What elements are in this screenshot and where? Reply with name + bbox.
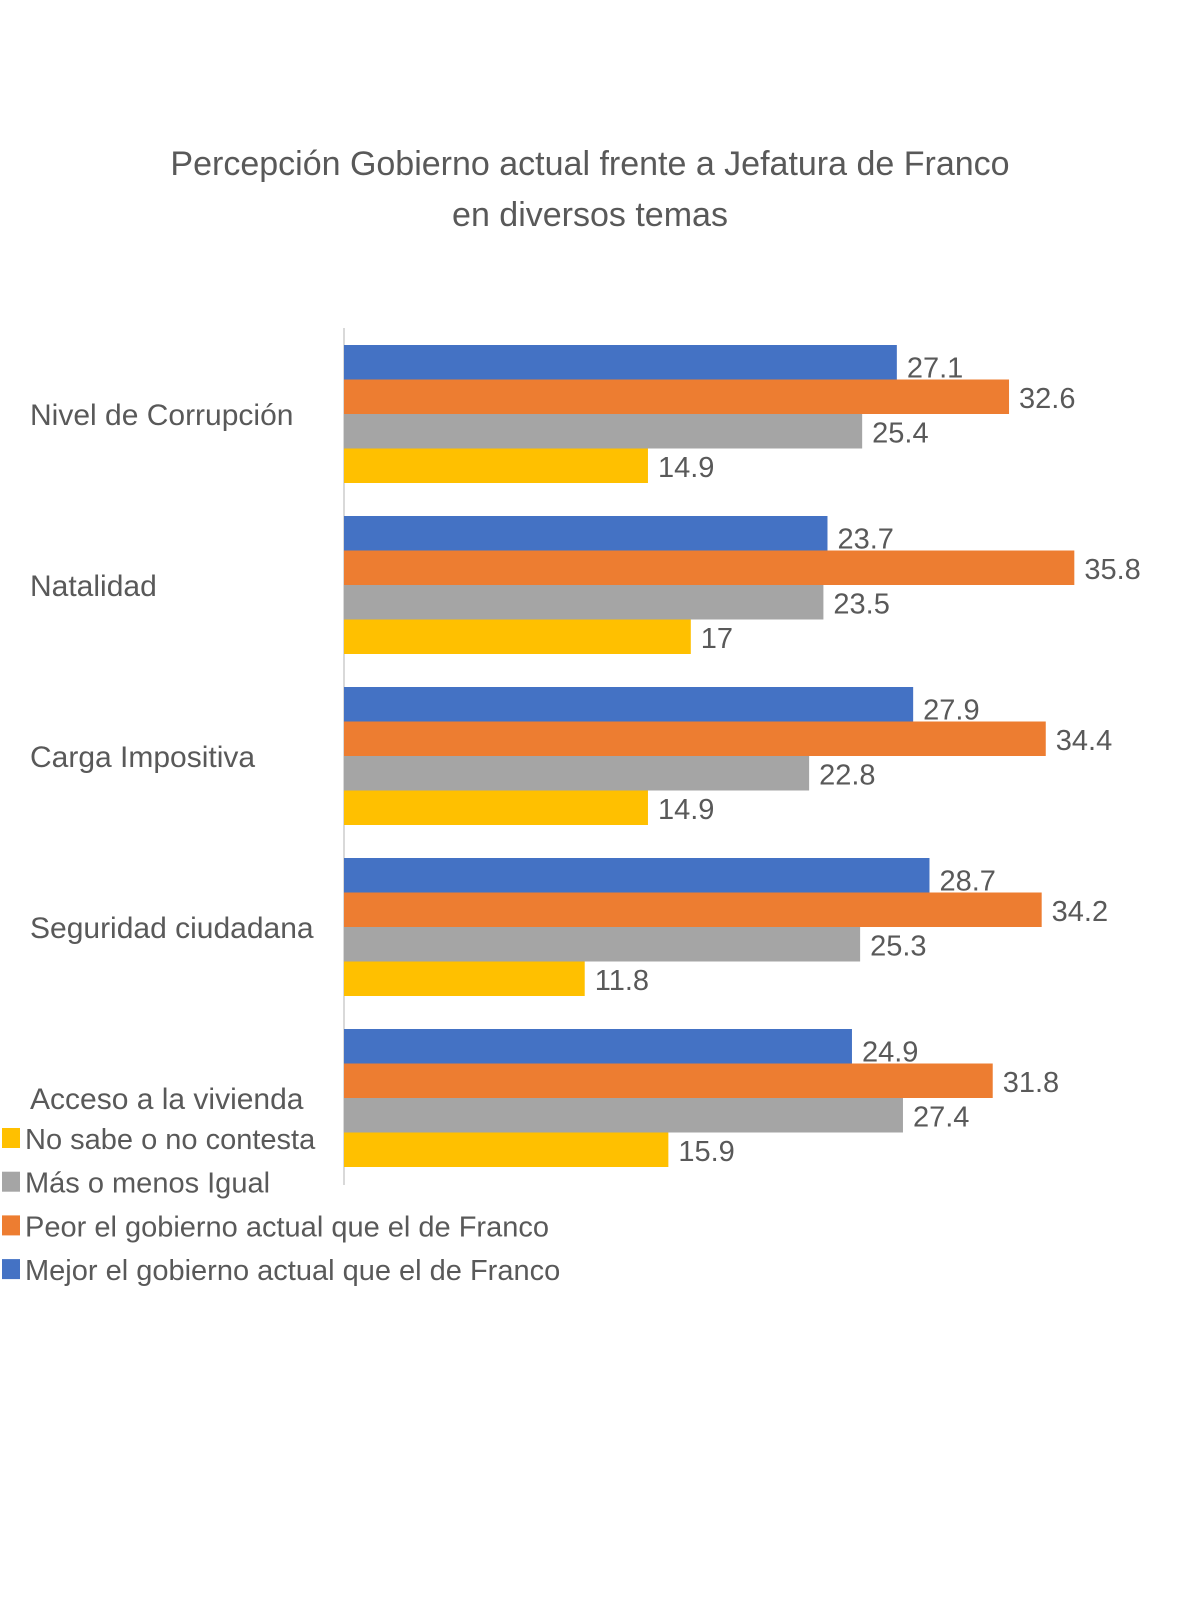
bar (344, 892, 1042, 927)
data-label: 32.6 (1019, 383, 1075, 415)
legend-swatch (2, 1215, 20, 1236)
data-label: 34.4 (1056, 725, 1112, 757)
data-label: 28.7 (939, 865, 995, 897)
bar (344, 345, 897, 380)
legend-label: No sabe o no contesta (25, 1124, 316, 1156)
category-label: Seguridad ciudadana (30, 912, 314, 945)
data-label: 27.9 (923, 694, 979, 726)
data-label: 11.8 (595, 965, 649, 997)
data-label: 22.8 (819, 759, 875, 791)
legend-label: Mejor el gobierno actual que el de Franc… (25, 1255, 560, 1287)
legend-swatch (2, 1128, 20, 1148)
data-label: 25.4 (872, 417, 928, 449)
bar (344, 927, 861, 962)
bar (344, 448, 648, 483)
data-label: 31.8 (1003, 1067, 1059, 1099)
data-label: 34.2 (1052, 896, 1108, 928)
bar (344, 1132, 669, 1167)
bar (344, 790, 648, 825)
data-label: 35.8 (1084, 554, 1140, 586)
bar (344, 585, 824, 620)
data-label: 24.9 (862, 1036, 918, 1068)
bar (344, 516, 828, 551)
chart-title-line-1: Percepción Gobierno actual frente a Jefa… (170, 145, 1009, 183)
bar (344, 858, 930, 893)
bar (344, 1098, 903, 1133)
data-label: 17 (701, 623, 733, 655)
bar (344, 687, 914, 722)
bar (344, 619, 691, 654)
bar (344, 1063, 993, 1098)
data-label: 25.3 (870, 930, 926, 962)
bar (344, 379, 1010, 414)
legend-label: Peor el gobierno actual que el de Franco (25, 1211, 549, 1243)
data-label: 15.9 (678, 1136, 734, 1168)
data-label: 27.1 (907, 352, 963, 384)
legend-label: Más o menos Igual (25, 1168, 270, 1200)
category-label: Natalidad (30, 570, 157, 603)
bar (344, 1029, 852, 1064)
bar (344, 721, 1046, 756)
data-label: 23.5 (833, 588, 889, 620)
bar (344, 961, 585, 996)
bar (344, 550, 1075, 585)
legend-swatch (2, 1171, 20, 1192)
category-label: Nivel de Corrupción (30, 399, 293, 432)
data-label: 27.4 (913, 1101, 969, 1133)
bar (344, 756, 810, 791)
bar (344, 414, 863, 449)
data-label: 23.7 (837, 523, 893, 555)
data-label: 14.9 (658, 794, 714, 826)
category-label: Acceso a la vivienda (30, 1083, 304, 1116)
category-label: Carga Impositiva (30, 741, 255, 774)
legend-swatch (2, 1259, 20, 1280)
data-label: 14.9 (658, 452, 714, 484)
chart-title-line-2: en diversos temas (452, 196, 728, 234)
